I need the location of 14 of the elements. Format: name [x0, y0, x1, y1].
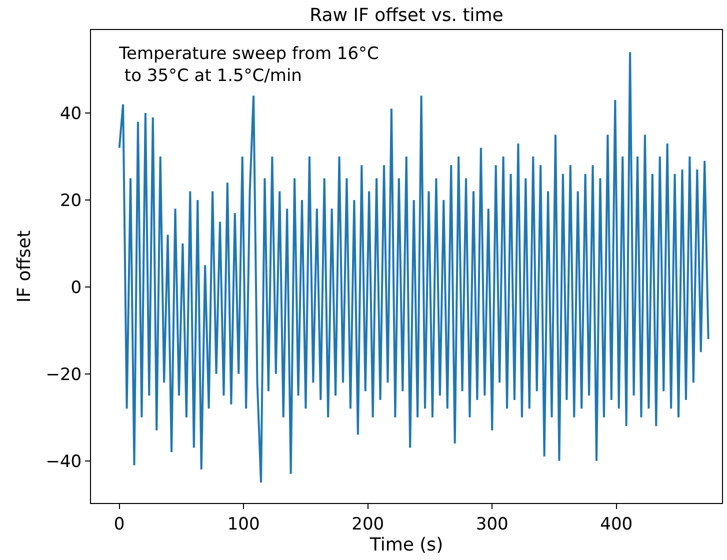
y-tick-label: 0 — [70, 278, 82, 298]
x-tick-label: 300 — [476, 514, 508, 534]
x-axis-title: Time (s) — [368, 534, 444, 556]
y-tick-label: −20 — [46, 364, 82, 385]
x-tick-label: 200 — [352, 514, 384, 534]
x-tick-label: 100 — [227, 514, 260, 534]
chart-title: Raw IF offset vs. time — [310, 5, 504, 26]
y-tick-label: 20 — [60, 190, 82, 211]
y-axis-title: IF offset — [14, 230, 35, 303]
x-tick-label: 0 — [114, 514, 125, 534]
y-tick-label: −40 — [46, 452, 82, 472]
annotation: Temperature sweep from 16°C to 35°C at 1.5°C/min — [118, 44, 379, 86]
x-tick-label: 400 — [600, 514, 633, 534]
y-tick-label: 40 — [60, 104, 82, 124]
